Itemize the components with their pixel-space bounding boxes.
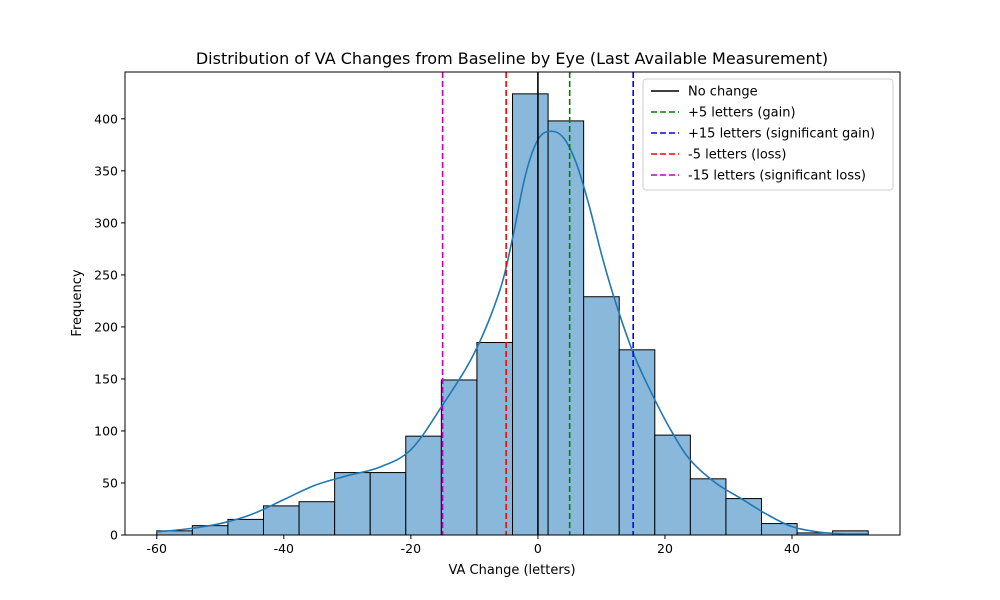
- y-tick-label: 50: [102, 475, 118, 490]
- histogram-bar-5: [334, 472, 371, 536]
- legend-label-4: -15 letters (significant loss): [688, 169, 866, 184]
- y-tick-label: 400: [94, 111, 118, 126]
- y-tick-label: 200: [94, 319, 118, 334]
- histogram-bar-14: [654, 434, 691, 536]
- x-tick-label: 20: [657, 541, 673, 556]
- histogram-bar-13: [618, 349, 656, 536]
- histogram-bar-17: [761, 523, 798, 536]
- x-tick-label: 40: [784, 541, 800, 556]
- x-tick-label: 0: [534, 541, 542, 556]
- histogram-bar-3: [262, 505, 300, 536]
- x-tick-label: -60: [147, 541, 167, 556]
- histogram-bar-15: [689, 478, 727, 536]
- x-axis-label: VA Change (letters): [448, 563, 575, 578]
- y-tick-label: 250: [94, 267, 118, 282]
- y-tick-label: 150: [94, 371, 118, 386]
- kde-curve: [156, 130, 869, 535]
- legend-label-1: +5 letters (gain): [688, 106, 796, 121]
- y-tick-label: 0: [110, 528, 118, 543]
- legend-box: [642, 78, 894, 191]
- y-tick-label: 300: [94, 215, 118, 230]
- x-tick-label: -20: [401, 541, 421, 556]
- y-axis-label: Frequency: [70, 269, 85, 336]
- histogram-bar-8: [440, 379, 478, 536]
- histogram-bar-12: [583, 296, 620, 536]
- histogram-bar-4: [298, 501, 336, 536]
- legend-label-0: No change: [688, 85, 758, 100]
- x-tick-label: -40: [274, 541, 294, 556]
- histogram-bar-6: [369, 472, 407, 536]
- histogram-bar-2: [227, 518, 264, 536]
- histogram-bar-11: [547, 120, 585, 536]
- histogram-bar-16: [725, 498, 763, 536]
- chart-title: Distribution of VA Changes from Baseline…: [196, 49, 828, 68]
- axes-frame: [124, 71, 901, 536]
- histogram-bar-7: [405, 435, 442, 536]
- histogram-bar-9: [476, 342, 514, 536]
- y-tick-label: 100: [94, 423, 118, 438]
- legend-label-2: +15 letters (significant gain): [688, 127, 875, 142]
- legend: No change +5 letters (gain) +15 letters (s…: [642, 78, 894, 191]
- y-tick-label: 350: [94, 163, 118, 178]
- legend-label-3: -5 letters (loss): [688, 148, 786, 163]
